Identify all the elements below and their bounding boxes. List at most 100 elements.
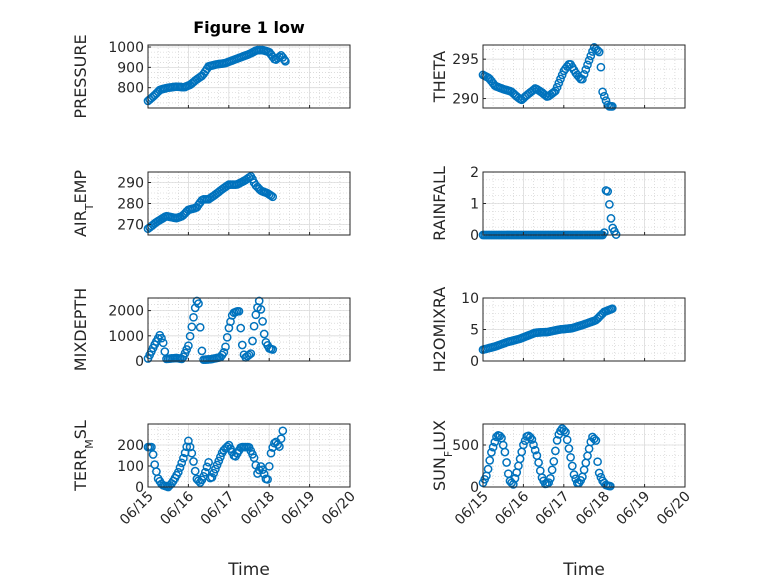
data-point [578, 74, 587, 84]
data-point [275, 442, 284, 451]
data-point [157, 333, 166, 343]
data-point [510, 474, 520, 483]
data-point [263, 475, 272, 484]
subplot-pressure: 800 900 1000 PRESSURE Figure 1 low [71, 18, 351, 119]
data-point [264, 461, 274, 471]
data-point [158, 338, 168, 348]
data-point [551, 446, 560, 456]
data-point [281, 56, 290, 66]
data-point [556, 426, 565, 436]
y-axis-label: TERRMSL [71, 420, 96, 492]
y-tick-label: 0 [470, 354, 479, 370]
y-tick-label: 1000 [108, 40, 144, 56]
y-axis-label: PRESSURE [71, 34, 90, 118]
data-point [266, 448, 276, 458]
data-point [236, 323, 246, 333]
y-tick-label: 290 [117, 176, 144, 192]
subplot-h2omixra: 0 5 10 H2OMIXRA [430, 287, 686, 373]
y-axis-label: AIRTEMP [71, 170, 96, 237]
data-point [529, 440, 538, 450]
data-point [244, 350, 254, 360]
y-tick-label: 100 [117, 459, 144, 475]
data-point [584, 55, 594, 65]
axes-box [482, 44, 686, 109]
data-point [278, 426, 288, 436]
data-point [194, 299, 203, 308]
data-point [583, 60, 592, 70]
data-point [268, 345, 278, 354]
y-tick-label: 280 [117, 197, 144, 213]
data-point [195, 322, 205, 332]
y-axis-label: SUNFLUX [430, 420, 455, 491]
data-point [258, 317, 267, 326]
data-point [534, 458, 543, 467]
data-point [148, 450, 158, 459]
data-point [194, 476, 203, 486]
axes-box [147, 423, 351, 488]
data-point [562, 435, 572, 445]
data-point [490, 437, 500, 447]
y-tick-label: 0 [135, 354, 144, 370]
data-point [268, 192, 278, 202]
data-point [495, 431, 505, 441]
y-tick-label: 800 [117, 81, 144, 97]
y-axis-label: MIXDEPTH [71, 288, 90, 371]
data-point [258, 465, 267, 475]
data-point [525, 432, 535, 442]
data-point [185, 331, 195, 341]
data-point [219, 348, 229, 357]
data-point [175, 463, 185, 472]
data-point [599, 91, 609, 101]
data-point [564, 444, 574, 453]
data-point [173, 467, 183, 477]
axes-box [147, 44, 351, 109]
data-point [485, 456, 495, 465]
data-point [552, 436, 562, 445]
data-point [607, 304, 617, 314]
data-point [594, 47, 604, 57]
y-tick-label: 2 [470, 165, 479, 181]
y-tick-label: 1000 [108, 329, 144, 345]
data-point [256, 305, 266, 314]
y-tick-label: 500 [452, 438, 479, 454]
y-axis-label: H2OMIXRA [430, 287, 449, 373]
data-point [254, 296, 264, 306]
axes-box [147, 297, 351, 362]
data-point [483, 464, 493, 474]
data-point [237, 340, 247, 350]
data-point [581, 65, 591, 74]
data-point [207, 472, 217, 482]
data-point [594, 468, 604, 478]
data-point [209, 468, 219, 478]
data-point [189, 457, 198, 466]
data-point [567, 461, 577, 471]
data-point [189, 312, 198, 322]
y-tick-label: 0 [470, 228, 479, 244]
data-point [605, 200, 614, 209]
data-point [177, 458, 187, 468]
y-tick-label: 200 [117, 438, 144, 454]
data-point [216, 452, 225, 462]
data-point [554, 78, 564, 88]
y-axis-label: THETA [430, 51, 449, 103]
data-point [190, 466, 200, 476]
chart-title: Figure 1 low [193, 18, 305, 37]
axes-box [482, 423, 686, 488]
data-point [266, 191, 276, 200]
data-point [579, 70, 589, 79]
data-point [546, 473, 555, 483]
data-point [197, 346, 207, 356]
data-point [187, 448, 197, 458]
data-point [187, 322, 197, 332]
data-point [544, 478, 554, 487]
data-point [182, 442, 192, 452]
data-point [276, 434, 286, 444]
data-point [566, 452, 575, 462]
data-point [549, 457, 559, 466]
y-axis-label: RAINFALL [430, 166, 449, 241]
data-point [530, 445, 540, 455]
y-tick-label: 2000 [108, 304, 144, 320]
data-point [487, 448, 496, 457]
